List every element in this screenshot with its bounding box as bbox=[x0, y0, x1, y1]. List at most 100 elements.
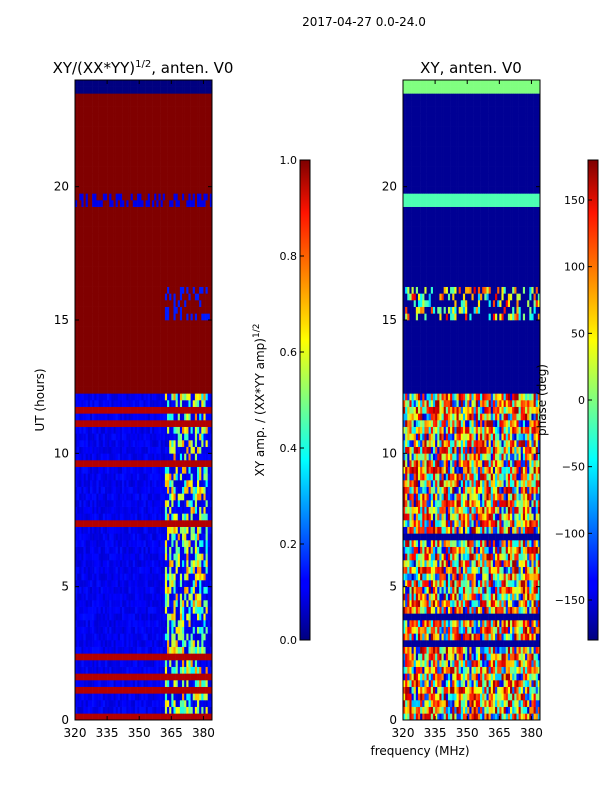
heatmap-cell bbox=[111, 260, 114, 267]
heatmap-cell bbox=[164, 286, 168, 294]
heatmap-cell bbox=[107, 233, 110, 241]
heatmap-cell bbox=[164, 693, 168, 701]
heatmap-cell bbox=[75, 460, 78, 467]
heatmap-cell bbox=[139, 640, 142, 647]
heatmap-cell bbox=[117, 666, 121, 674]
heatmap-cell bbox=[98, 280, 101, 287]
heatmap-cell bbox=[152, 700, 155, 707]
heatmap-cell bbox=[147, 660, 151, 667]
heatmap-cell bbox=[85, 500, 89, 507]
heatmap-cell bbox=[89, 606, 93, 614]
heatmap-cell bbox=[158, 206, 161, 214]
heatmap-cell bbox=[145, 433, 149, 441]
heatmap-cell bbox=[197, 426, 200, 434]
heatmap-cell bbox=[149, 280, 153, 287]
heatmap-cell bbox=[203, 666, 206, 674]
heatmap-cell bbox=[160, 360, 164, 367]
heatmap-cell bbox=[175, 226, 179, 234]
heatmap-cell bbox=[194, 226, 198, 234]
heatmap-cell bbox=[109, 566, 112, 574]
heatmap-cell bbox=[160, 586, 164, 594]
heatmap-cell bbox=[169, 686, 172, 694]
heatmap-cell bbox=[152, 473, 155, 481]
heatmap-cell bbox=[122, 633, 125, 641]
heatmap-cell bbox=[145, 700, 149, 707]
heatmap-cell bbox=[75, 406, 78, 414]
heatmap-cell bbox=[137, 486, 140, 494]
heatmap-cell bbox=[109, 280, 112, 287]
heatmap-cell bbox=[154, 380, 157, 387]
heatmap-cell bbox=[81, 260, 84, 267]
heatmap-cell bbox=[81, 446, 84, 454]
heatmap-cell bbox=[169, 446, 172, 454]
heatmap-cell bbox=[139, 593, 142, 601]
heatmap-cell bbox=[194, 320, 198, 327]
heatmap-cell bbox=[122, 246, 125, 254]
heatmap-cell bbox=[96, 240, 99, 247]
heatmap-cell bbox=[156, 333, 159, 341]
heatmap-cell bbox=[75, 573, 78, 581]
heatmap-cell bbox=[162, 286, 166, 294]
heatmap-cell bbox=[98, 413, 101, 421]
heatmap-cell bbox=[117, 693, 121, 701]
heatmap-cell bbox=[124, 246, 127, 254]
heatmap-cell bbox=[173, 393, 176, 401]
amp-title-exponent: 1/2 bbox=[135, 59, 151, 70]
heatmap-cell bbox=[102, 340, 106, 347]
heatmap-cell bbox=[194, 433, 198, 441]
heatmap-cell bbox=[113, 573, 116, 581]
heatmap-cell bbox=[147, 473, 151, 481]
heatmap-cell bbox=[154, 626, 157, 634]
heatmap-cell bbox=[197, 546, 200, 554]
heatmap-cell bbox=[205, 386, 209, 394]
heatmap-cell bbox=[203, 240, 206, 247]
heatmap-cell bbox=[75, 513, 78, 521]
heatmap-cell bbox=[207, 620, 211, 627]
heatmap-cell bbox=[126, 666, 129, 674]
heatmap-cell bbox=[152, 600, 155, 607]
heatmap-cell bbox=[79, 640, 82, 647]
heatmap-cell bbox=[85, 586, 89, 594]
heatmap-cell bbox=[173, 426, 176, 434]
heatmap-cell bbox=[119, 226, 123, 234]
heatmap-cell bbox=[199, 486, 202, 494]
heatmap-cell bbox=[147, 666, 151, 674]
heatmap-cell bbox=[149, 640, 153, 647]
heatmap-cell bbox=[184, 333, 187, 341]
heatmap-cell bbox=[164, 613, 168, 621]
heatmap-cell bbox=[117, 266, 121, 274]
heatmap-cell bbox=[94, 206, 97, 214]
heatmap-cell bbox=[134, 393, 138, 401]
heatmap-cell bbox=[156, 446, 159, 454]
heatmap-cell bbox=[156, 406, 159, 414]
heatmap-cell bbox=[164, 700, 168, 707]
heatmap-cell bbox=[164, 566, 168, 574]
heatmap-cell bbox=[145, 640, 149, 647]
heatmap-cell bbox=[111, 680, 114, 687]
heatmap-cell bbox=[182, 226, 185, 234]
heatmap-cell bbox=[164, 206, 168, 214]
heatmap-cell bbox=[100, 220, 104, 227]
heatmap-cell bbox=[89, 286, 93, 294]
heatmap-cell bbox=[104, 346, 108, 354]
heatmap-cell bbox=[156, 306, 159, 314]
heatmap-cell bbox=[188, 233, 191, 241]
heatmap-cell bbox=[147, 533, 151, 541]
heatmap-cell bbox=[92, 333, 95, 341]
heatmap-cell bbox=[83, 693, 86, 701]
heatmap-cell bbox=[192, 640, 196, 647]
heatmap-cell bbox=[83, 446, 86, 454]
heatmap-cell bbox=[197, 620, 200, 627]
heatmap-cell bbox=[184, 260, 187, 267]
heatmap-cell bbox=[147, 553, 151, 561]
heatmap-cell bbox=[149, 613, 153, 621]
heatmap-cell bbox=[192, 480, 196, 487]
heatmap-cell bbox=[175, 453, 179, 461]
heatmap-cell bbox=[197, 433, 200, 441]
heatmap-cell bbox=[156, 213, 159, 221]
heatmap-cell bbox=[79, 506, 82, 514]
heatmap-cell bbox=[83, 493, 86, 501]
heatmap-cell bbox=[201, 220, 204, 227]
heatmap-cell bbox=[186, 240, 189, 247]
heatmap-cell bbox=[89, 420, 93, 427]
